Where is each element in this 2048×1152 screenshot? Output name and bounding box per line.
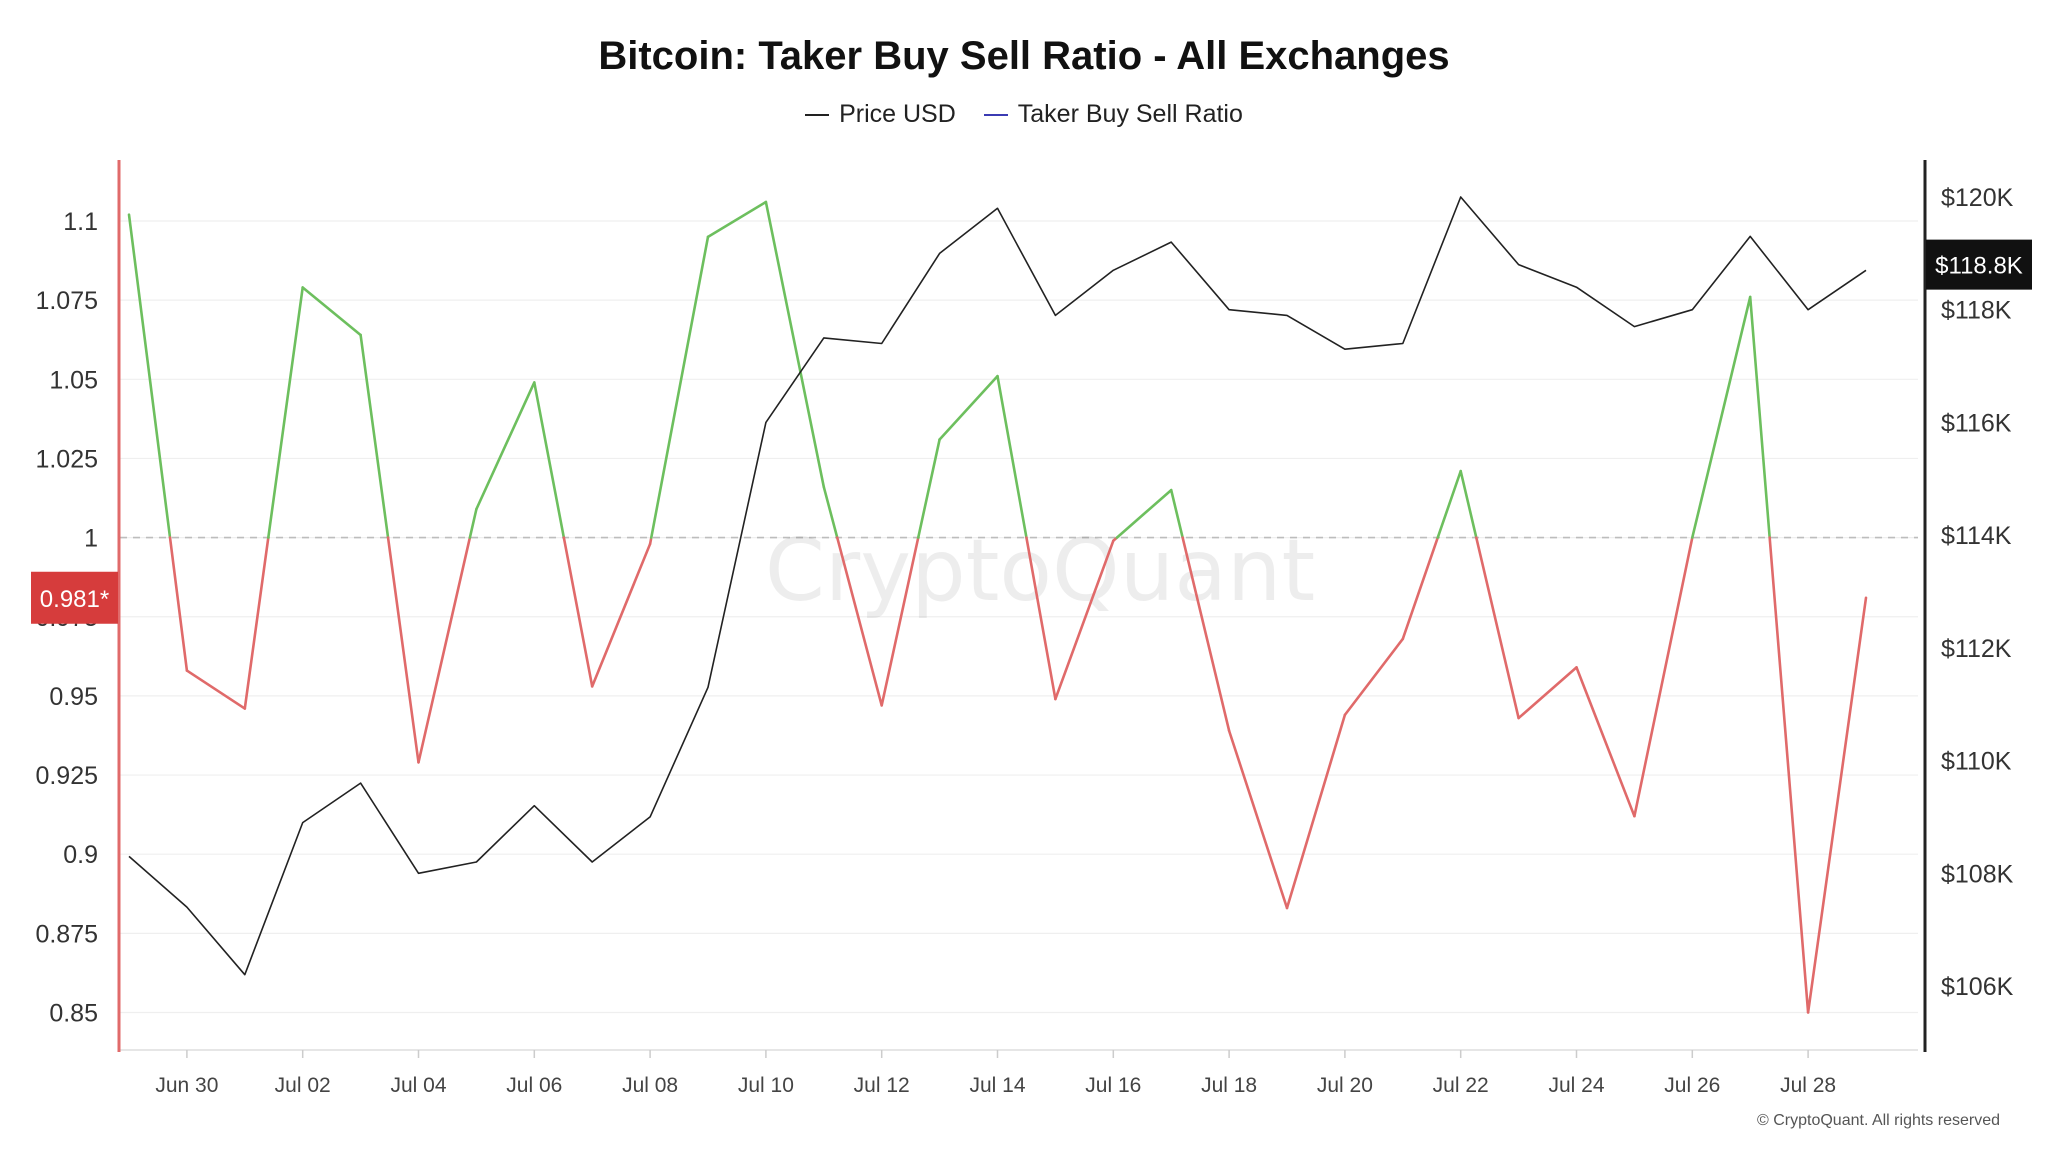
- ratio-segment: [1768, 536, 1810, 1014]
- x-tick-label: Jul 22: [1433, 1074, 1489, 1097]
- legend-label-ratio: Taker Buy Sell Ratio: [1017, 100, 1243, 128]
- ratio-segment: [649, 235, 710, 539]
- left-tick-label: 1.05: [49, 366, 98, 394]
- ratio-segment: [1181, 536, 1231, 733]
- ratio-segment: [1691, 295, 1752, 539]
- ratio-segment: [562, 536, 594, 688]
- ratio-segment: [1474, 536, 1520, 720]
- x-tick-label: Jul 16: [1085, 1074, 1141, 1097]
- right-tick-label: $120K: [1941, 184, 2014, 212]
- ratio-segment: [835, 536, 884, 707]
- ratio-segment: [590, 542, 652, 688]
- ratio-segment: [880, 536, 920, 707]
- ratio-segment: [1633, 536, 1694, 818]
- ratio-segment: [1115, 488, 1173, 539]
- ratio-segment: [1285, 713, 1347, 910]
- x-tick-label: Jul 10: [738, 1074, 794, 1097]
- ratio-segment: [916, 438, 941, 539]
- ratio-segment: [532, 381, 566, 539]
- right-tick-label: $118K: [1941, 297, 2012, 325]
- ratio-segment: [1436, 469, 1462, 539]
- x-tick-label: Jul 28: [1780, 1074, 1836, 1097]
- x-tick-label: Jun 30: [155, 1074, 218, 1097]
- ratio-segment: [938, 374, 999, 441]
- x-tick-label: Jul 14: [969, 1074, 1025, 1097]
- ratio-segment: [1459, 469, 1478, 539]
- ratio-segment: [127, 213, 172, 539]
- ratio-segment: [996, 374, 1028, 539]
- ratio-segment: [1169, 488, 1184, 539]
- chart-title: Bitcoin: Taker Buy Sell Ratio - All Exch…: [598, 34, 1450, 78]
- left-tick-label: 1.075: [35, 287, 98, 315]
- x-tick-label: Jul 06: [506, 1074, 562, 1097]
- legend-swatch-price: [805, 113, 830, 116]
- ratio-segment: [764, 200, 826, 489]
- ratio-segment: [822, 485, 839, 539]
- left-tick-label: 0.9: [63, 841, 98, 869]
- left-tick-label: 1.1: [63, 208, 98, 236]
- right-current-badge: [1926, 239, 2032, 290]
- left-tick-label: 0.85: [49, 1000, 98, 1028]
- x-tick-label: Jul 20: [1317, 1074, 1373, 1097]
- x-tick-label: Jul 18: [1201, 1074, 1257, 1097]
- ratio-segment: [1227, 729, 1289, 910]
- ratio-segment: [267, 286, 305, 539]
- ratio-segment: [359, 333, 390, 539]
- right-current-value: $118.8K: [1935, 253, 2023, 280]
- ratio-segment: [185, 669, 247, 710]
- ratio-segment: [1401, 536, 1440, 641]
- left-current-badge: [31, 571, 118, 624]
- ratio-segment: [1343, 637, 1405, 717]
- ratio-segment: [417, 536, 472, 764]
- x-tick-label: Jul 08: [622, 1074, 678, 1097]
- left-tick-label: 0.925: [35, 762, 98, 790]
- right-tick-label: $106K: [1941, 973, 2014, 1001]
- ratio-segment: [1517, 666, 1578, 720]
- legend-swatch-ratio: [983, 113, 1008, 116]
- ratio-segment: [706, 200, 768, 239]
- left-tick-label: 1: [84, 525, 98, 553]
- x-tick-label: Jul 26: [1664, 1074, 1720, 1097]
- legend-item-ratio[interactable]: Taker Buy Sell Ratio: [983, 100, 1243, 129]
- ratio-segment: [1575, 666, 1636, 818]
- ratio-segment: [301, 286, 362, 337]
- left-tick-label: 0.875: [35, 920, 98, 948]
- right-tick-label: $116K: [1941, 409, 2012, 437]
- right-tick-label: $114K: [1941, 522, 2012, 550]
- ratio-segment: [243, 536, 270, 710]
- right-tick-label: $108K: [1941, 860, 2014, 888]
- ratio-segment: [168, 536, 189, 672]
- left-tick-label: 1.025: [35, 445, 98, 473]
- ratio-segment: [1748, 295, 1771, 539]
- x-tick-label: Jul 24: [1548, 1074, 1604, 1097]
- ratio-segment: [1806, 596, 1868, 1014]
- ratio-segment: [475, 381, 536, 511]
- ratio-segment: [1054, 539, 1115, 701]
- left-current-value: 0.981*: [40, 586, 109, 613]
- x-tick-label: Jul 04: [390, 1074, 446, 1097]
- copyright-notice: © CryptoQuant. All rights reserved: [1757, 1112, 2000, 1129]
- ratio-segment: [1025, 536, 1057, 701]
- right-tick-label: $110K: [1941, 748, 2012, 776]
- price-line: [128, 196, 1867, 976]
- right-tick-label: $112K: [1941, 635, 2012, 663]
- legend-label-price: Price USD: [839, 100, 956, 128]
- left-tick-label: 0.95: [49, 683, 98, 711]
- x-tick-label: Jul 02: [275, 1074, 331, 1097]
- ratio-segment: [468, 507, 478, 539]
- x-tick-label: Jul 12: [854, 1074, 910, 1097]
- legend-item-price[interactable]: Price USD: [805, 100, 956, 129]
- watermark: CryptoQuant: [765, 521, 1315, 621]
- legend: Price USD Taker Buy Sell Ratio: [0, 100, 2048, 129]
- ratio-segment: [386, 536, 420, 764]
